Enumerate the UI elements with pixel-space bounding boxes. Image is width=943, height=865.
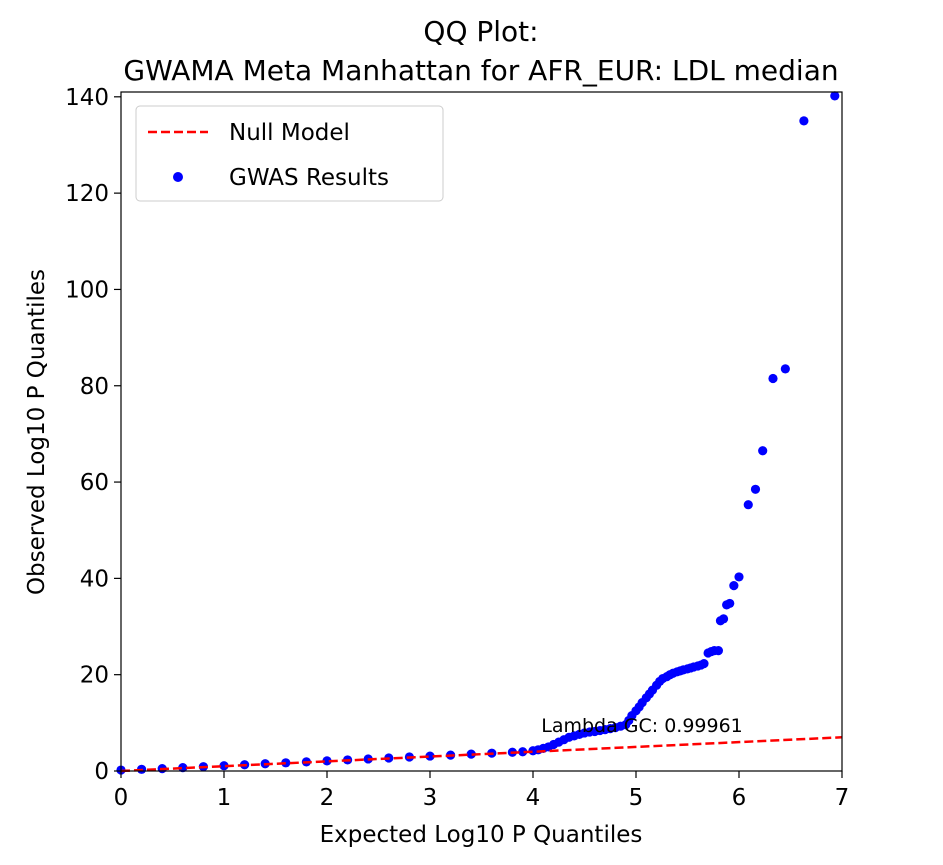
- gwas-point: [768, 373, 778, 384]
- y-tick-label: 0: [94, 759, 109, 785]
- x-tick-label: 4: [526, 785, 541, 811]
- legend: Null Model GWAS Results: [135, 105, 444, 202]
- gwas-point: [322, 756, 332, 766]
- gwas-point: [425, 751, 435, 761]
- y-tick-label: 60: [80, 470, 109, 496]
- legend-null-model-label: Null Model: [229, 120, 350, 146]
- gwas-point: [713, 646, 724, 656]
- chart-title-line-2: GWAMA Meta Manhattan for AFR_EUR: LDL me…: [123, 54, 838, 87]
- x-tick-label: 7: [835, 785, 850, 811]
- x-tick-label: 1: [217, 785, 232, 811]
- y-tick-label: 100: [65, 277, 109, 303]
- x-tick-label: 2: [320, 785, 335, 811]
- gwas-point: [750, 484, 761, 494]
- x-axis-label: Expected Log10 P Quantiles: [320, 822, 643, 848]
- plot-frame: [120, 91, 843, 772]
- x-tick-label: 6: [732, 785, 747, 811]
- gwas-point: [699, 659, 709, 669]
- y-axis-ticks: 0 20 40 60 80 100 120 140: [65, 85, 121, 785]
- x-axis-ticks: 0 1 2 3 4 5 6 7: [114, 771, 850, 811]
- gwas-point: [178, 763, 188, 773]
- x-tick-label: 0: [114, 785, 129, 811]
- gwas-point: [466, 749, 476, 759]
- plot-area: [116, 91, 843, 775]
- gwas-point: [518, 747, 528, 757]
- gwas-point: [743, 500, 753, 510]
- gwas-point: [734, 572, 744, 582]
- legend-box: [135, 105, 444, 202]
- gwas-point: [718, 614, 729, 624]
- chart-title-line-1: QQ Plot:: [423, 15, 538, 48]
- gwas-point: [725, 598, 735, 609]
- x-tick-label: 3: [423, 785, 438, 811]
- x-tick-label: 5: [629, 785, 644, 811]
- y-tick-label: 120: [65, 181, 109, 207]
- gwas-point: [830, 91, 840, 101]
- y-tick-label: 20: [80, 663, 109, 689]
- legend-gwas-results-swatch: [173, 172, 183, 182]
- y-tick-label: 80: [80, 374, 109, 400]
- legend-gwas-results-label: GWAS Results: [229, 165, 389, 191]
- y-axis-label: Observed Log10 P Quantiles: [24, 269, 50, 595]
- gwas-point: [281, 758, 291, 768]
- gwas-point: [729, 581, 739, 591]
- null-model-line: [120, 736, 843, 773]
- y-tick-label: 140: [65, 85, 109, 111]
- lambda-gc-annotation: Lambda GC: 0.99961: [541, 715, 743, 737]
- gwas-point: [758, 446, 768, 456]
- gwas-point: [780, 364, 790, 374]
- gwas-point: [799, 116, 809, 126]
- y-tick-label: 40: [80, 566, 109, 592]
- gwas-point: [219, 761, 229, 771]
